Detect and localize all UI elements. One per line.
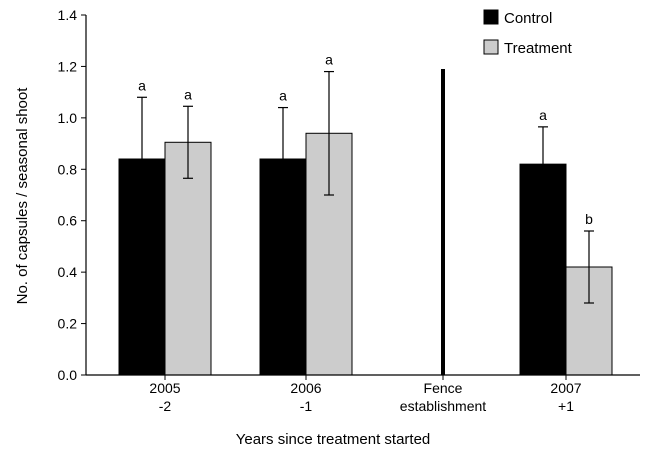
axes bbox=[85, 15, 640, 376]
x-axis-label: Years since treatment started bbox=[236, 431, 431, 448]
significance-label: b bbox=[585, 211, 593, 227]
bar-treatment bbox=[164, 141, 212, 376]
y-tick-label: 0.4 bbox=[58, 264, 78, 280]
legend-label-treatment: Treatment bbox=[504, 40, 573, 57]
y-tick-label: 1.4 bbox=[58, 7, 78, 23]
legend-label-control: Control bbox=[504, 10, 552, 27]
x-tick-sublabel: -2 bbox=[159, 398, 172, 414]
legend: Control Treatment bbox=[483, 9, 573, 57]
x-tick-label: Fence bbox=[424, 380, 463, 396]
legend-swatch-control bbox=[483, 9, 499, 25]
significance-label: a bbox=[279, 88, 287, 104]
error-bars bbox=[137, 70, 594, 304]
x-tick-label: 2005 bbox=[149, 380, 180, 396]
legend-swatch-treatment bbox=[483, 39, 499, 55]
x-tick-label: 2007 bbox=[550, 380, 581, 396]
x-tick-sublabel: -1 bbox=[300, 398, 313, 414]
y-tick-label: 1.0 bbox=[58, 110, 78, 126]
significance-labels: a a a a a b bbox=[138, 52, 593, 227]
significance-label: a bbox=[325, 52, 333, 68]
significance-label: a bbox=[138, 77, 146, 93]
y-tick-label: 0.0 bbox=[58, 367, 78, 383]
y-axis-ticks: 0.0 0.2 0.4 0.6 0.8 1.0 1.2 1.4 bbox=[58, 7, 86, 383]
y-axis-label: No. of capsules / seasonal shoot bbox=[14, 87, 31, 305]
y-tick-label: 0.2 bbox=[58, 316, 78, 332]
x-tick-sublabel: establishment bbox=[400, 398, 486, 414]
y-tick-label: 0.6 bbox=[58, 213, 78, 229]
y-tick-label: 1.2 bbox=[58, 58, 78, 74]
x-axis-tick-labels: 2005 -2 2006 -1 Fence establishment 2007 +1 bbox=[149, 375, 582, 414]
x-tick-label: 2006 bbox=[290, 380, 321, 396]
significance-label: a bbox=[184, 86, 192, 102]
x-tick-sublabel: +1 bbox=[558, 398, 574, 414]
significance-label: a bbox=[539, 107, 547, 123]
y-tick-label: 0.8 bbox=[58, 161, 78, 177]
bars bbox=[118, 132, 613, 376]
